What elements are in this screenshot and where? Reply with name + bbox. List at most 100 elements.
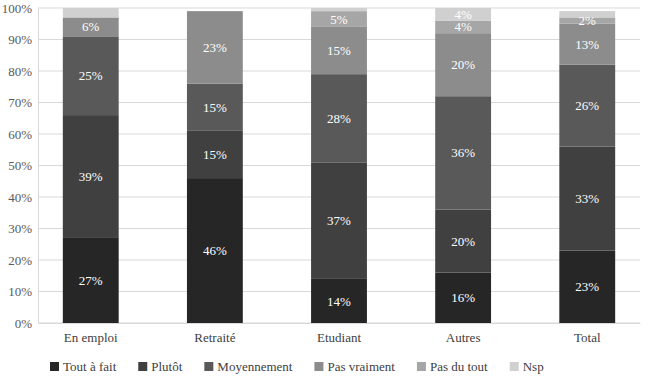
data-label: 20% xyxy=(451,234,475,249)
bar xyxy=(63,17,119,36)
y-tick: 0% xyxy=(15,316,38,331)
chart: 0% 10% 20% 30% 40% 50% 60% 70% 80% 90% 100% 27% 46% 1… xyxy=(0,0,648,380)
data-label: 20% xyxy=(451,57,475,72)
x-tick-label: Etudiant xyxy=(317,330,361,345)
legend-label: Pas vraiment xyxy=(327,359,395,374)
bar xyxy=(187,11,243,12)
data-label: 26% xyxy=(575,98,599,113)
y-tick-label: 70% xyxy=(8,95,32,110)
data-label: 39% xyxy=(79,169,103,184)
bar xyxy=(311,74,367,162)
data-label: 25% xyxy=(79,68,103,83)
y-tick: 70% xyxy=(8,95,38,110)
legend-item: Pas du tout xyxy=(417,359,488,374)
bar xyxy=(311,162,367,279)
data-label: 16% xyxy=(451,290,475,305)
x-tick-label: Autres xyxy=(446,330,481,345)
plot: 0% 10% 20% 30% 40% 50% 60% 70% 80% 90% 100% 27% 46% 1… xyxy=(2,1,641,346)
data-label: 2% xyxy=(579,13,597,28)
bar xyxy=(559,65,615,147)
bar xyxy=(559,251,615,323)
bar xyxy=(435,33,491,96)
x-axis-line xyxy=(39,323,641,324)
data-label: 6% xyxy=(82,19,100,34)
y-tick: 90% xyxy=(8,32,38,47)
legend-item: Moyennement xyxy=(204,359,292,374)
legend-swatch xyxy=(50,362,59,371)
x-axis: En emploi Retraité Etudiant Autres Total xyxy=(39,323,641,345)
bar xyxy=(63,115,119,238)
x-tick: Retraité xyxy=(194,323,235,345)
bar xyxy=(559,147,615,251)
y-tick-label: 80% xyxy=(8,64,32,79)
y-tick: 20% xyxy=(8,253,38,268)
bar xyxy=(311,27,367,74)
y-tick-label: 30% xyxy=(8,221,32,236)
x-tick-label: Total xyxy=(574,330,601,345)
y-tick-label: 10% xyxy=(8,284,32,299)
bar xyxy=(187,11,243,83)
y-tick: 80% xyxy=(8,64,38,79)
bar xyxy=(63,238,119,323)
bar xyxy=(187,11,243,12)
y-tick-label: 60% xyxy=(8,127,32,142)
legend-item: Tout à fait xyxy=(50,359,117,374)
data-label: 15% xyxy=(203,147,227,162)
y-tick-label: 20% xyxy=(8,253,32,268)
y-tick: 60% xyxy=(8,127,38,142)
y-tick-label: 0% xyxy=(15,316,33,331)
x-tick-label: En emploi xyxy=(64,330,118,345)
bar xyxy=(559,24,615,65)
series xyxy=(63,11,615,96)
y-tick-label: 100% xyxy=(2,1,33,16)
y-axis: 0% 10% 20% 30% 40% 50% 60% 70% 80% 90% 100% xyxy=(2,1,39,331)
legend-item: Plutôt xyxy=(138,359,182,374)
x-tick: Total xyxy=(574,323,601,345)
data-label: 14% xyxy=(327,294,351,309)
bar xyxy=(435,273,491,323)
y-tick: 40% xyxy=(8,190,38,205)
data-label: 46% xyxy=(203,243,227,258)
x-tick: Autres xyxy=(446,323,481,345)
data-label: 36% xyxy=(451,145,475,160)
y-tick: 50% xyxy=(8,158,38,173)
data-label: 15% xyxy=(327,43,351,58)
legend-item: Pas vraiment xyxy=(314,359,395,374)
x-tick: Etudiant xyxy=(317,323,361,345)
data-label: 33% xyxy=(575,191,599,206)
legend-swatch xyxy=(417,362,426,371)
y-tick-label: 90% xyxy=(8,32,32,47)
bar xyxy=(63,8,119,17)
x-tick: En emploi xyxy=(64,323,118,345)
data-label: 4% xyxy=(454,7,472,22)
legend-swatch xyxy=(138,362,147,371)
bar xyxy=(435,96,491,209)
y-tick-label: 40% xyxy=(8,190,32,205)
data-label: 13% xyxy=(575,37,599,52)
bar xyxy=(311,279,367,323)
data-label: 37% xyxy=(327,213,351,228)
legend-label: Plutôt xyxy=(151,359,182,374)
legend-label: Moyennement xyxy=(217,359,292,374)
legend-label: Pas du tout xyxy=(430,359,488,374)
y-tick: 10% xyxy=(8,284,38,299)
legend-swatch xyxy=(204,362,213,371)
bar xyxy=(187,131,243,178)
bar xyxy=(63,36,119,115)
y-tick-label: 50% xyxy=(8,158,32,173)
y-tick: 100% xyxy=(2,1,38,16)
y-tick: 30% xyxy=(8,221,38,236)
legend-label: Tout à fait xyxy=(63,359,117,374)
data-label: 23% xyxy=(575,279,599,294)
data-label: 23% xyxy=(203,40,227,55)
data-label: 28% xyxy=(327,111,351,126)
bar xyxy=(187,84,243,131)
bars xyxy=(63,8,615,323)
y-axis-line xyxy=(38,9,39,324)
data-label: 15% xyxy=(203,100,227,115)
legend-item: Nsp xyxy=(510,359,544,374)
legend-swatch xyxy=(510,362,519,371)
data-label: 27% xyxy=(79,273,103,288)
grid xyxy=(38,8,640,323)
bar xyxy=(311,11,367,27)
